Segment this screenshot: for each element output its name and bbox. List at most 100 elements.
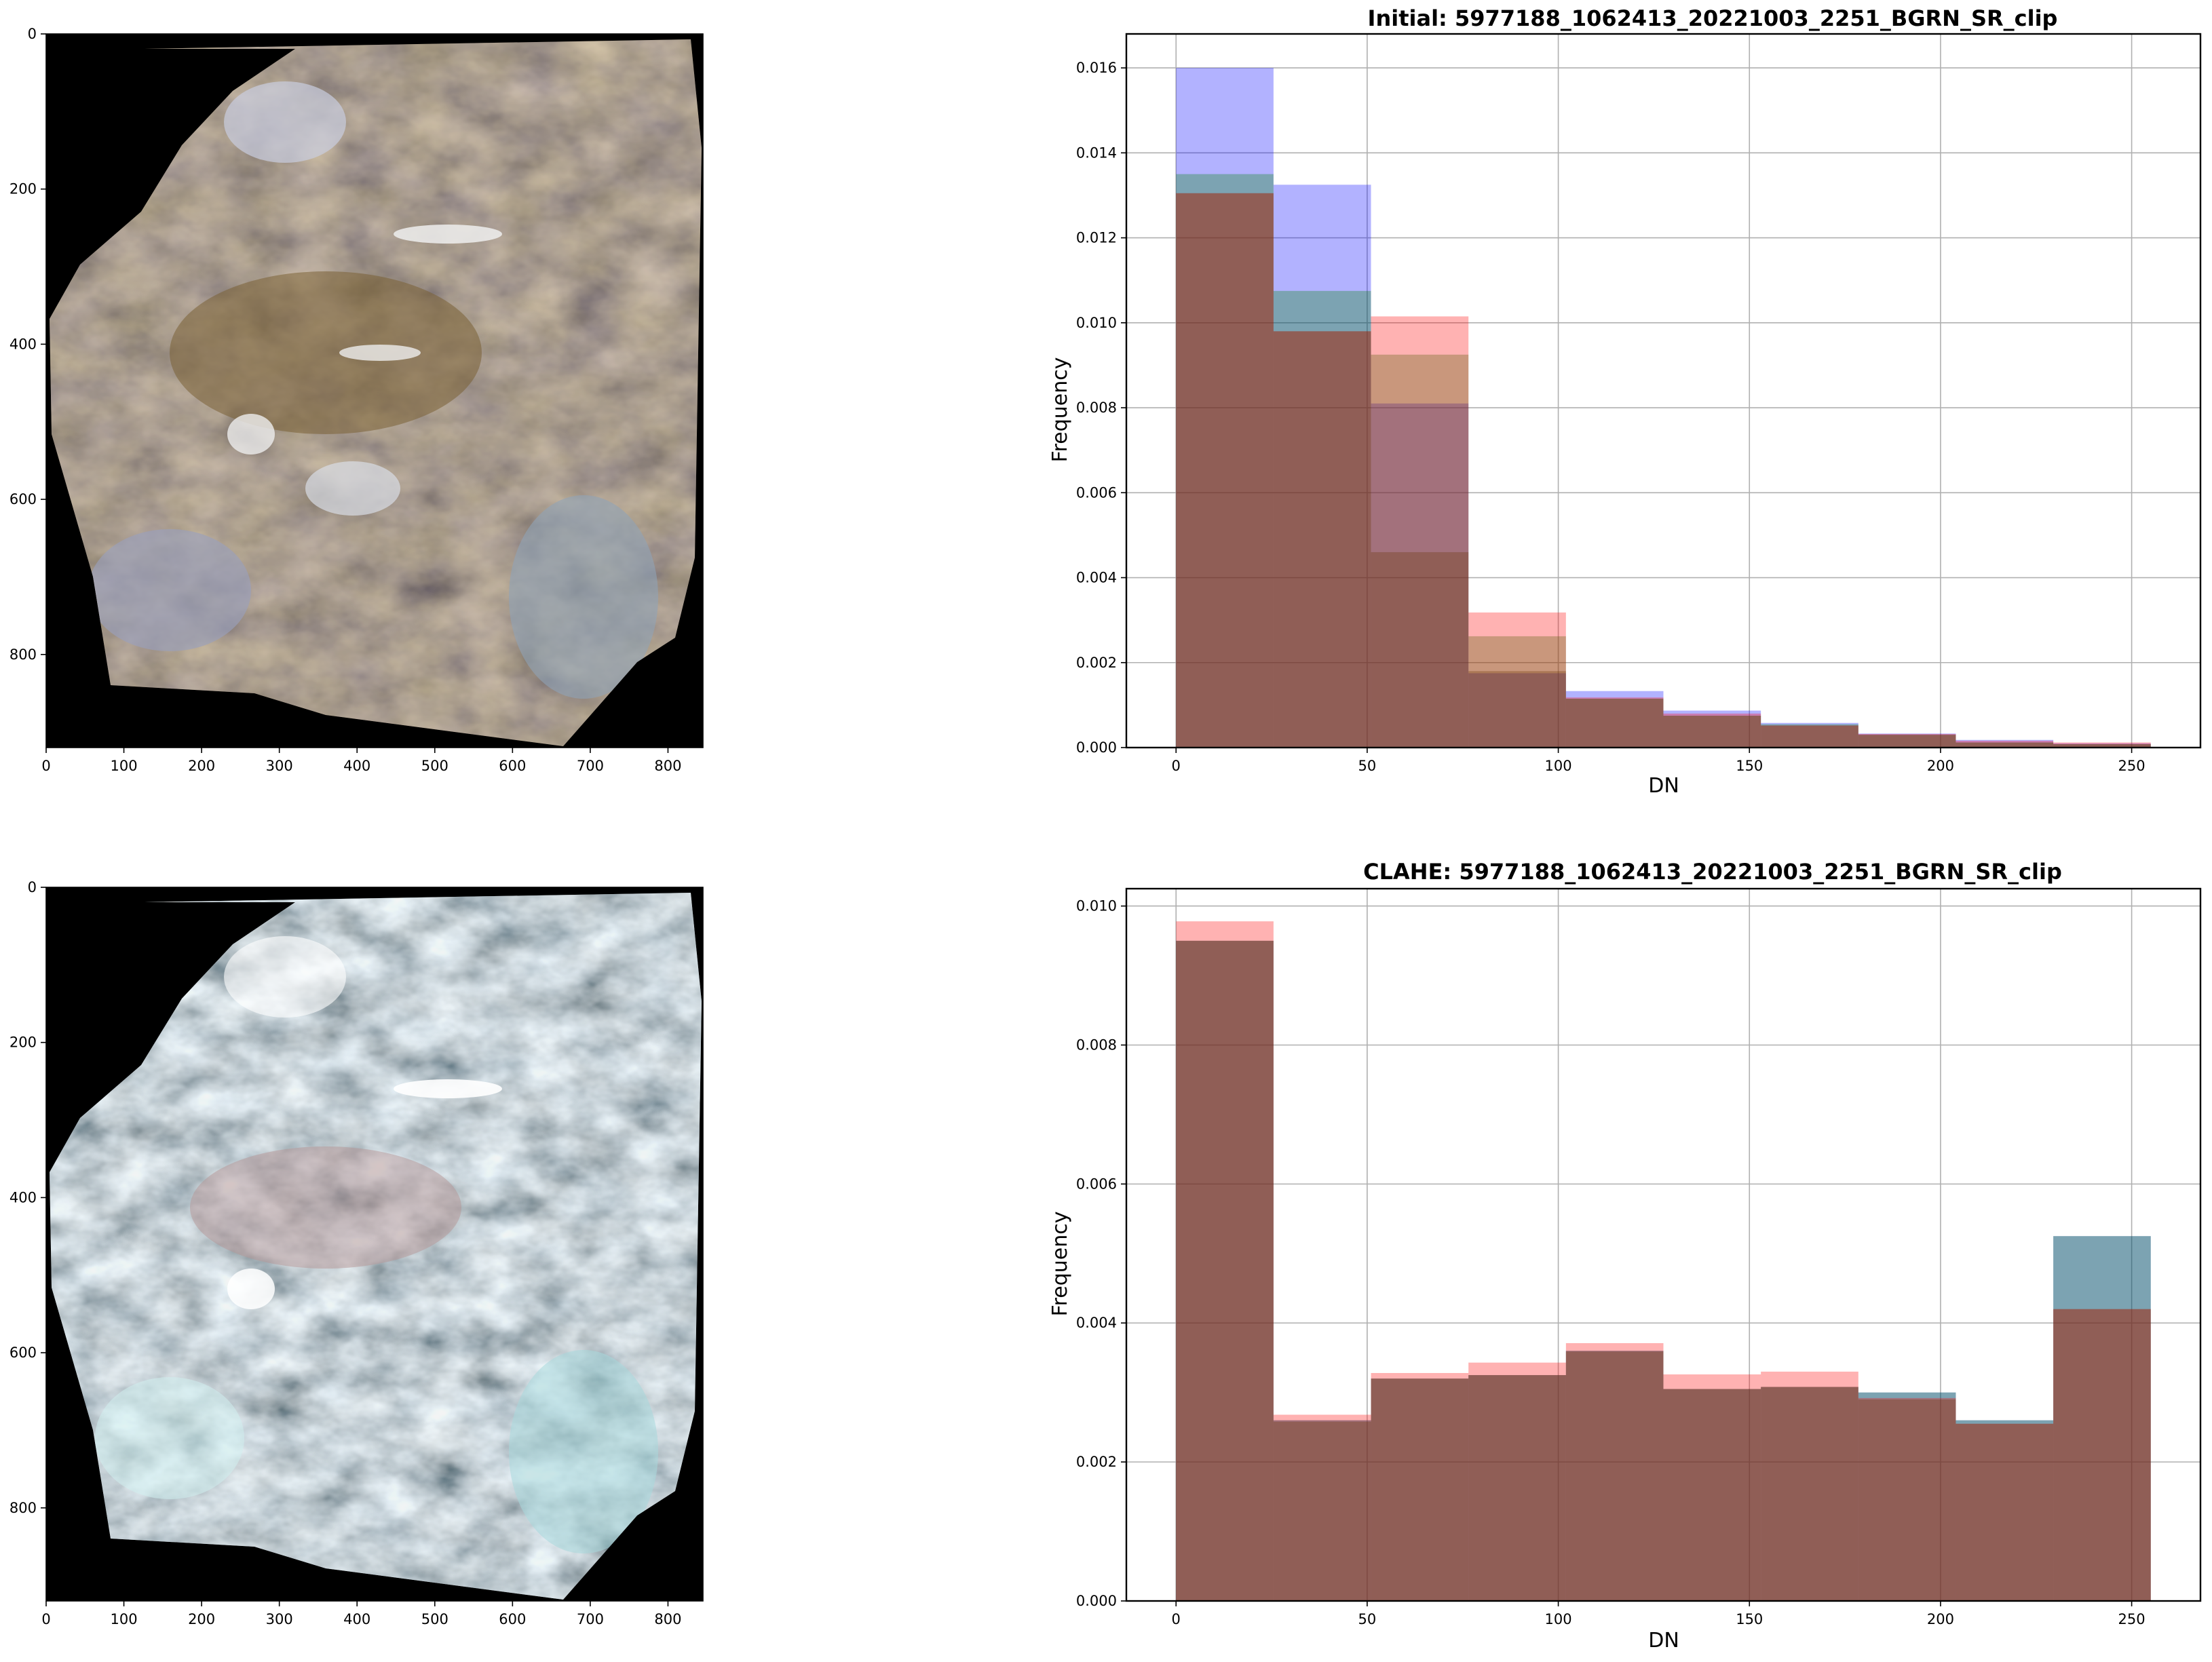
histogram-bar [1956, 740, 2054, 748]
chart-title: CLAHE: 5977188_1062413_20221003_2251_BGR… [1363, 859, 2062, 885]
x-tick-label: 200 [1927, 1611, 1954, 1627]
x-tick-label: 400 [343, 758, 370, 774]
histogram-bar [1565, 691, 1664, 748]
histogram-bar [1663, 716, 1761, 748]
y-tick-label: 800 [9, 1500, 37, 1516]
x-tick-label: 600 [499, 1611, 526, 1627]
histogram-bar [1663, 1389, 1761, 1601]
series-bars [1176, 193, 2151, 748]
x-tick-label: 0 [41, 1611, 50, 1627]
x-tick-label: 100 [111, 1611, 138, 1627]
histogram-bar [1371, 354, 1469, 748]
image-axes-initial: 0 100 200 300 400 500 600 700 800 0 200 400 600 800 [9, 26, 704, 774]
x-tick-label: 100 [111, 758, 138, 774]
histogram-bar [1273, 1420, 1371, 1601]
histogram-bar [1468, 671, 1566, 748]
histogram-bar [1565, 1351, 1664, 1601]
histogram-bar [1565, 1342, 1664, 1601]
histogram-bar [1956, 1423, 2054, 1601]
histogram-bar [2053, 742, 2151, 748]
y-tick-label: 0.010 [1076, 315, 1117, 331]
histogram-bar [1565, 698, 1664, 748]
x-tick-label: 700 [577, 1611, 604, 1627]
y-tick-label: 0 [28, 879, 37, 895]
histogram-bar [1663, 1389, 1761, 1601]
y-tick-label: 0.002 [1076, 655, 1117, 671]
histogram-bar [2053, 1236, 2151, 1601]
x-tick-label: 150 [1736, 758, 1763, 774]
x-tick-label: 0 [1172, 1611, 1181, 1627]
histogram-bar [1176, 940, 1274, 1601]
y-tick-label: 400 [9, 336, 37, 352]
histogram-bar [1273, 1420, 1371, 1601]
x-tick-label: 800 [654, 758, 681, 774]
histogram-initial: 0 50 100 150 200 250 0.000 0.002 0.004 0.006 0.008… [1076, 33, 2202, 774]
x-tick-label: 100 [1545, 758, 1572, 774]
histogram-bar [1468, 673, 1566, 748]
image-panel-clahe: 0 100 200 300 400 500 600 700 800 0 200 400 600 800 [9, 879, 704, 1627]
histogram-bar [2053, 1309, 2151, 1601]
x-tick-label: 200 [188, 758, 215, 774]
y-tick-label: 0.006 [1076, 484, 1117, 501]
histogram-bar [1956, 1420, 2054, 1601]
x-tick-label: 200 [1927, 758, 1954, 774]
histogram-bar [1956, 1420, 2054, 1601]
series-bars [1176, 193, 2151, 748]
x-tick-label: 150 [1736, 1611, 1763, 1627]
y-tick-label: 0.014 [1076, 144, 1117, 161]
histogram-bar [1371, 403, 1469, 748]
histogram-bar [1761, 1387, 1858, 1601]
histogram-bar [1956, 1423, 2054, 1601]
y-tick-label: 800 [9, 646, 37, 663]
histogram-bar [1371, 1378, 1469, 1601]
x-tick-label: 500 [421, 1611, 449, 1627]
histogram-bar [1858, 735, 1956, 748]
y-tick-label: 200 [9, 181, 37, 197]
histogram-bar [1565, 697, 1664, 748]
histogram-bar [1663, 710, 1761, 748]
y-tick-label: 200 [9, 1035, 37, 1051]
y-tick-label: 400 [9, 1189, 37, 1205]
y-tick-label: 600 [9, 1345, 37, 1361]
histogram-bar [1565, 1351, 1664, 1601]
image-frame [45, 887, 704, 1602]
histogram-bar [1176, 68, 1274, 748]
histogram-bar [2053, 743, 2151, 748]
y-tick-label: 0.010 [1076, 898, 1117, 914]
plot-frame [1125, 887, 2202, 1602]
series-bars [1176, 68, 2151, 748]
plot-frame [1125, 33, 2202, 749]
y-tick-label: 0.008 [1076, 400, 1117, 416]
histogram-panel-clahe: CLAHE: 5977188_1062413_20221003_2251_BGR… [1048, 859, 2202, 1653]
histogram-bar [2053, 743, 2151, 748]
y-tick-label: 0.004 [1076, 1315, 1117, 1331]
y-tick-label: 0.000 [1076, 1593, 1117, 1609]
histogram-bar [1761, 724, 1858, 748]
histogram-bar [1761, 1371, 1858, 1601]
histogram-bar [1761, 725, 1858, 748]
histogram-bar [1858, 733, 1956, 748]
series-bars [1176, 940, 2151, 1601]
y-tick-label: 0.006 [1076, 1176, 1117, 1192]
histogram-bar [1468, 1375, 1566, 1601]
series-bars [1176, 940, 2151, 1601]
image-axes-clahe: 0 100 200 300 400 500 600 700 800 0 200 400 600 800 [9, 879, 704, 1627]
image-panel-initial: 0 100 200 300 400 500 600 700 800 0 200 400 600 800 [9, 26, 704, 774]
y-tick-label: 0.008 [1076, 1037, 1117, 1053]
histogram-bar [1663, 716, 1761, 748]
histogram-bar [1468, 612, 1566, 748]
histogram-bar [1273, 331, 1371, 748]
histogram-bar [1468, 636, 1566, 748]
series-bars [1176, 940, 2151, 1601]
x-tick-label: 0 [1172, 758, 1181, 774]
histogram-bar [1761, 722, 1858, 748]
histogram-bar [2053, 1236, 2151, 1601]
series-bars [1176, 921, 2151, 1601]
x-tick-label: 400 [343, 1611, 370, 1627]
histogram-bar [1176, 174, 1274, 748]
histogram-bar [1761, 1387, 1858, 1601]
histogram-bar [1176, 940, 1274, 1601]
histogram-bar [1273, 290, 1371, 748]
x-tick-label: 50 [1358, 758, 1377, 774]
